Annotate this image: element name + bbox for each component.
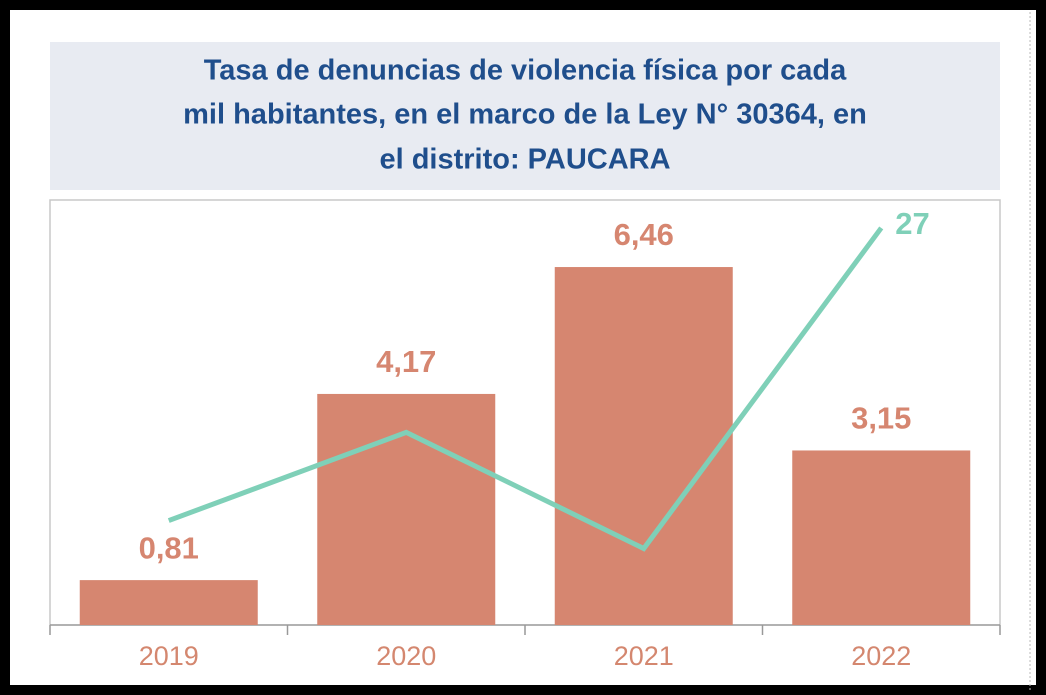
x-tick-label: 2022: [851, 641, 911, 671]
title-box: [50, 42, 1000, 190]
bar: [79, 580, 258, 625]
bar: [317, 393, 496, 625]
bar: [554, 267, 733, 625]
bar: [792, 450, 971, 625]
data-label: 3,15: [851, 401, 911, 436]
data-label: 27: [895, 206, 929, 241]
x-tick-label: 2020: [376, 641, 436, 671]
line: [167, 226, 884, 552]
chart-title: el distrito: PAUCARA: [379, 144, 670, 176]
x-tick-label: 2019: [139, 641, 199, 671]
chart-title: mil habitantes, en el marco de la Ley N°…: [183, 99, 867, 131]
chart-title: Tasa de denuncias de violencia física po…: [204, 55, 847, 87]
data-label: 0,81: [139, 530, 199, 565]
data-label: 4,17: [376, 344, 436, 379]
x-tick-label: 2021: [614, 641, 674, 671]
plot-border: [49, 199, 1001, 625]
data-label: 6,46: [614, 217, 674, 252]
